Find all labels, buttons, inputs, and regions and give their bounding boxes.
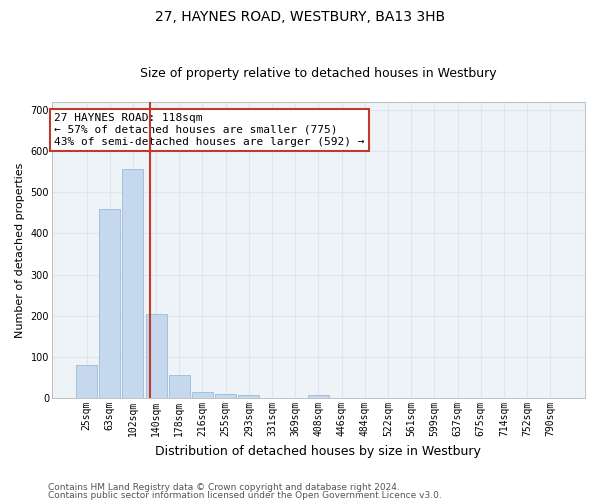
Bar <box>146 314 167 398</box>
X-axis label: Distribution of detached houses by size in Westbury: Distribution of detached houses by size … <box>155 444 481 458</box>
Bar <box>215 394 236 398</box>
Text: Contains HM Land Registry data © Crown copyright and database right 2024.: Contains HM Land Registry data © Crown c… <box>48 484 400 492</box>
Text: 27 HAYNES ROAD: 118sqm
← 57% of detached houses are smaller (775)
43% of semi-de: 27 HAYNES ROAD: 118sqm ← 57% of detached… <box>55 114 365 146</box>
Y-axis label: Number of detached properties: Number of detached properties <box>15 162 25 338</box>
Bar <box>169 376 190 398</box>
Bar <box>308 396 329 398</box>
Title: Size of property relative to detached houses in Westbury: Size of property relative to detached ho… <box>140 66 497 80</box>
Bar <box>76 365 97 398</box>
Bar <box>122 170 143 398</box>
Bar <box>238 396 259 398</box>
Bar <box>192 392 213 398</box>
Text: 27, HAYNES ROAD, WESTBURY, BA13 3HB: 27, HAYNES ROAD, WESTBURY, BA13 3HB <box>155 10 445 24</box>
Bar <box>99 208 120 398</box>
Text: Contains public sector information licensed under the Open Government Licence v3: Contains public sector information licen… <box>48 490 442 500</box>
